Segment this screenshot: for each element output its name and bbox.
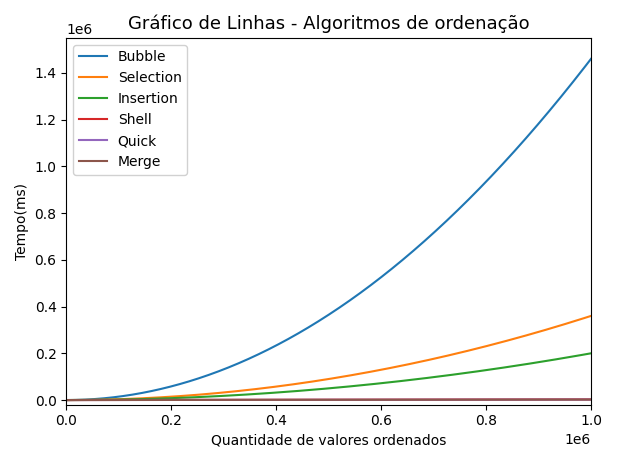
Bubble [116, 394, 123, 399]
Line: Bubble: Bubble [66, 59, 591, 400]
Bubble [62, 397, 70, 403]
X-axis label: Quantidade de valores ordenados: Quantidade de valores ordenados [211, 434, 446, 448]
Shell [423, 397, 430, 402]
Insertion [275, 390, 282, 395]
Legend: Bubble, Selection, Insertion, Shell, Quick, Merge: Bubble, Selection, Insertion, Shell, Qui… [73, 45, 187, 175]
Bubble [587, 56, 595, 62]
Shell [294, 397, 301, 402]
Insertion [423, 375, 430, 381]
Quick [275, 397, 282, 403]
Selection [116, 396, 123, 402]
Selection [294, 381, 301, 387]
Shell [587, 397, 595, 402]
Quick [116, 397, 123, 403]
Merge [587, 397, 595, 402]
Selection [275, 383, 282, 389]
Bubble [275, 342, 282, 347]
Quick [294, 397, 301, 403]
Insertion [481, 368, 489, 373]
Bubble [294, 331, 301, 337]
Shell [481, 397, 489, 402]
Merge [472, 397, 479, 402]
Merge [275, 397, 282, 403]
Insertion [472, 369, 479, 375]
Bubble [423, 237, 430, 242]
Insertion [62, 397, 70, 403]
Quick [423, 397, 430, 402]
Merge [62, 397, 70, 403]
Selection [587, 313, 595, 319]
Insertion [294, 388, 301, 394]
Bubble [481, 180, 489, 186]
Quick [481, 397, 489, 402]
Merge [116, 397, 123, 403]
Insertion [116, 397, 123, 402]
Insertion [587, 350, 595, 356]
Selection [62, 397, 70, 403]
Shell [472, 397, 479, 402]
Line: Insertion: Insertion [66, 353, 591, 400]
Bubble [472, 190, 479, 195]
Title: Gráfico de Linhas - Algoritmos de ordenação: Gráfico de Linhas - Algoritmos de ordena… [128, 15, 529, 33]
Quick [472, 397, 479, 402]
Merge [481, 397, 489, 402]
Quick [587, 397, 595, 402]
Line: Selection: Selection [66, 316, 591, 400]
Quick [62, 397, 70, 403]
Shell [116, 397, 123, 403]
Selection [423, 357, 430, 363]
Shell [275, 397, 282, 402]
Shell [62, 397, 70, 403]
Selection [481, 344, 489, 349]
Merge [423, 397, 430, 402]
Selection [472, 346, 479, 352]
Merge [294, 397, 301, 403]
Y-axis label: Tempo(ms): Tempo(ms) [15, 183, 29, 260]
